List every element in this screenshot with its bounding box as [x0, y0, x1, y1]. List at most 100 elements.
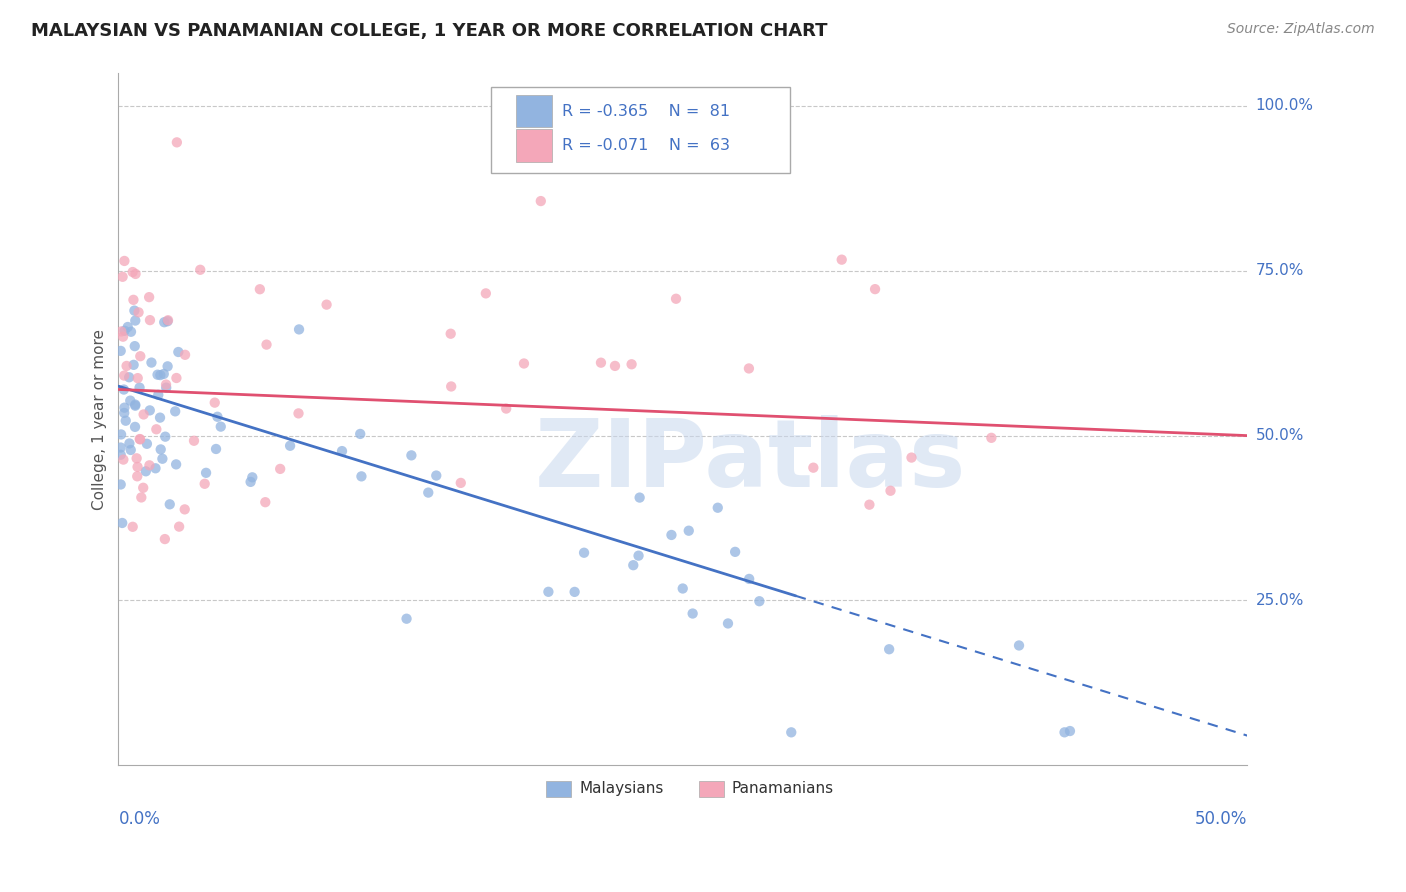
- Point: [139, 313, 162, 327]
- Point: [195, 466, 218, 480]
- Point: [724, 545, 747, 559]
- Y-axis label: College, 1 year or more: College, 1 year or more: [93, 328, 107, 509]
- Point: [188, 262, 211, 277]
- Text: R = -0.365    N =  81: R = -0.365 N = 81: [562, 103, 730, 119]
- Point: [110, 477, 132, 491]
- Point: [269, 462, 291, 476]
- Point: [155, 430, 177, 444]
- FancyBboxPatch shape: [516, 129, 553, 162]
- Point: [124, 339, 146, 353]
- Point: [112, 406, 135, 420]
- Point: [118, 370, 141, 384]
- Point: [530, 194, 553, 208]
- Point: [315, 298, 337, 312]
- Point: [148, 388, 170, 402]
- Point: [440, 326, 463, 341]
- Point: [173, 502, 195, 516]
- Point: [980, 431, 1002, 445]
- Point: [112, 368, 135, 383]
- Point: [156, 359, 179, 374]
- Point: [127, 459, 149, 474]
- Point: [128, 432, 150, 446]
- Point: [209, 419, 232, 434]
- Point: [738, 572, 761, 586]
- Point: [831, 252, 853, 267]
- Point: [537, 584, 560, 599]
- Point: [165, 458, 187, 472]
- Point: [801, 460, 824, 475]
- Point: [141, 355, 163, 369]
- Point: [240, 470, 263, 484]
- Point: [249, 282, 271, 296]
- Point: [132, 481, 155, 495]
- Point: [450, 475, 472, 490]
- Point: [475, 286, 498, 301]
- Point: [118, 436, 141, 450]
- Point: [330, 444, 353, 458]
- Point: [183, 434, 205, 448]
- Text: 50.0%: 50.0%: [1195, 810, 1247, 829]
- Point: [112, 383, 135, 397]
- Point: [135, 464, 157, 478]
- Point: [603, 359, 626, 373]
- Point: [129, 433, 152, 447]
- Point: [122, 358, 145, 372]
- Point: [124, 420, 146, 434]
- Point: [256, 337, 278, 351]
- Point: [159, 497, 181, 511]
- Point: [129, 349, 152, 363]
- Point: [661, 528, 683, 542]
- Point: [395, 612, 418, 626]
- Text: Source: ZipAtlas.com: Source: ZipAtlas.com: [1227, 22, 1375, 37]
- Text: 50.0%: 50.0%: [1256, 428, 1303, 443]
- Text: Panamanians: Panamanians: [731, 781, 834, 797]
- Point: [112, 329, 135, 343]
- Point: [278, 439, 301, 453]
- Point: [239, 475, 262, 489]
- Point: [138, 458, 160, 473]
- Point: [124, 399, 146, 413]
- Point: [682, 607, 704, 621]
- Point: [121, 265, 143, 279]
- FancyBboxPatch shape: [516, 95, 553, 128]
- Point: [513, 357, 536, 371]
- Point: [621, 558, 644, 573]
- Point: [205, 442, 228, 456]
- Point: [425, 468, 447, 483]
- Point: [110, 441, 132, 455]
- FancyBboxPatch shape: [547, 780, 571, 797]
- Point: [115, 359, 138, 373]
- Point: [138, 290, 160, 304]
- Point: [665, 292, 688, 306]
- Text: R = -0.071    N =  63: R = -0.071 N = 63: [562, 138, 730, 153]
- Point: [440, 379, 463, 393]
- Point: [174, 348, 197, 362]
- Text: MALAYSIAN VS PANAMANIAN COLLEGE, 1 YEAR OR MORE CORRELATION CHART: MALAYSIAN VS PANAMANIAN COLLEGE, 1 YEAR …: [31, 22, 828, 40]
- Point: [207, 409, 229, 424]
- Text: 25.0%: 25.0%: [1256, 593, 1303, 608]
- Point: [401, 448, 423, 462]
- Point: [127, 469, 149, 483]
- Point: [254, 495, 277, 509]
- Point: [124, 267, 146, 281]
- Point: [287, 406, 309, 420]
- Point: [153, 532, 176, 546]
- Point: [155, 377, 177, 392]
- Point: [121, 520, 143, 534]
- Point: [120, 325, 142, 339]
- Point: [139, 403, 162, 417]
- Point: [128, 381, 150, 395]
- Point: [288, 322, 311, 336]
- Point: [153, 315, 176, 329]
- Point: [146, 368, 169, 382]
- Point: [150, 451, 173, 466]
- Point: [145, 422, 167, 436]
- Text: 75.0%: 75.0%: [1256, 263, 1303, 278]
- Point: [145, 461, 167, 475]
- Point: [738, 361, 761, 376]
- Point: [152, 367, 174, 381]
- Point: [112, 452, 135, 467]
- FancyBboxPatch shape: [491, 87, 790, 173]
- Point: [165, 404, 187, 418]
- Point: [564, 585, 586, 599]
